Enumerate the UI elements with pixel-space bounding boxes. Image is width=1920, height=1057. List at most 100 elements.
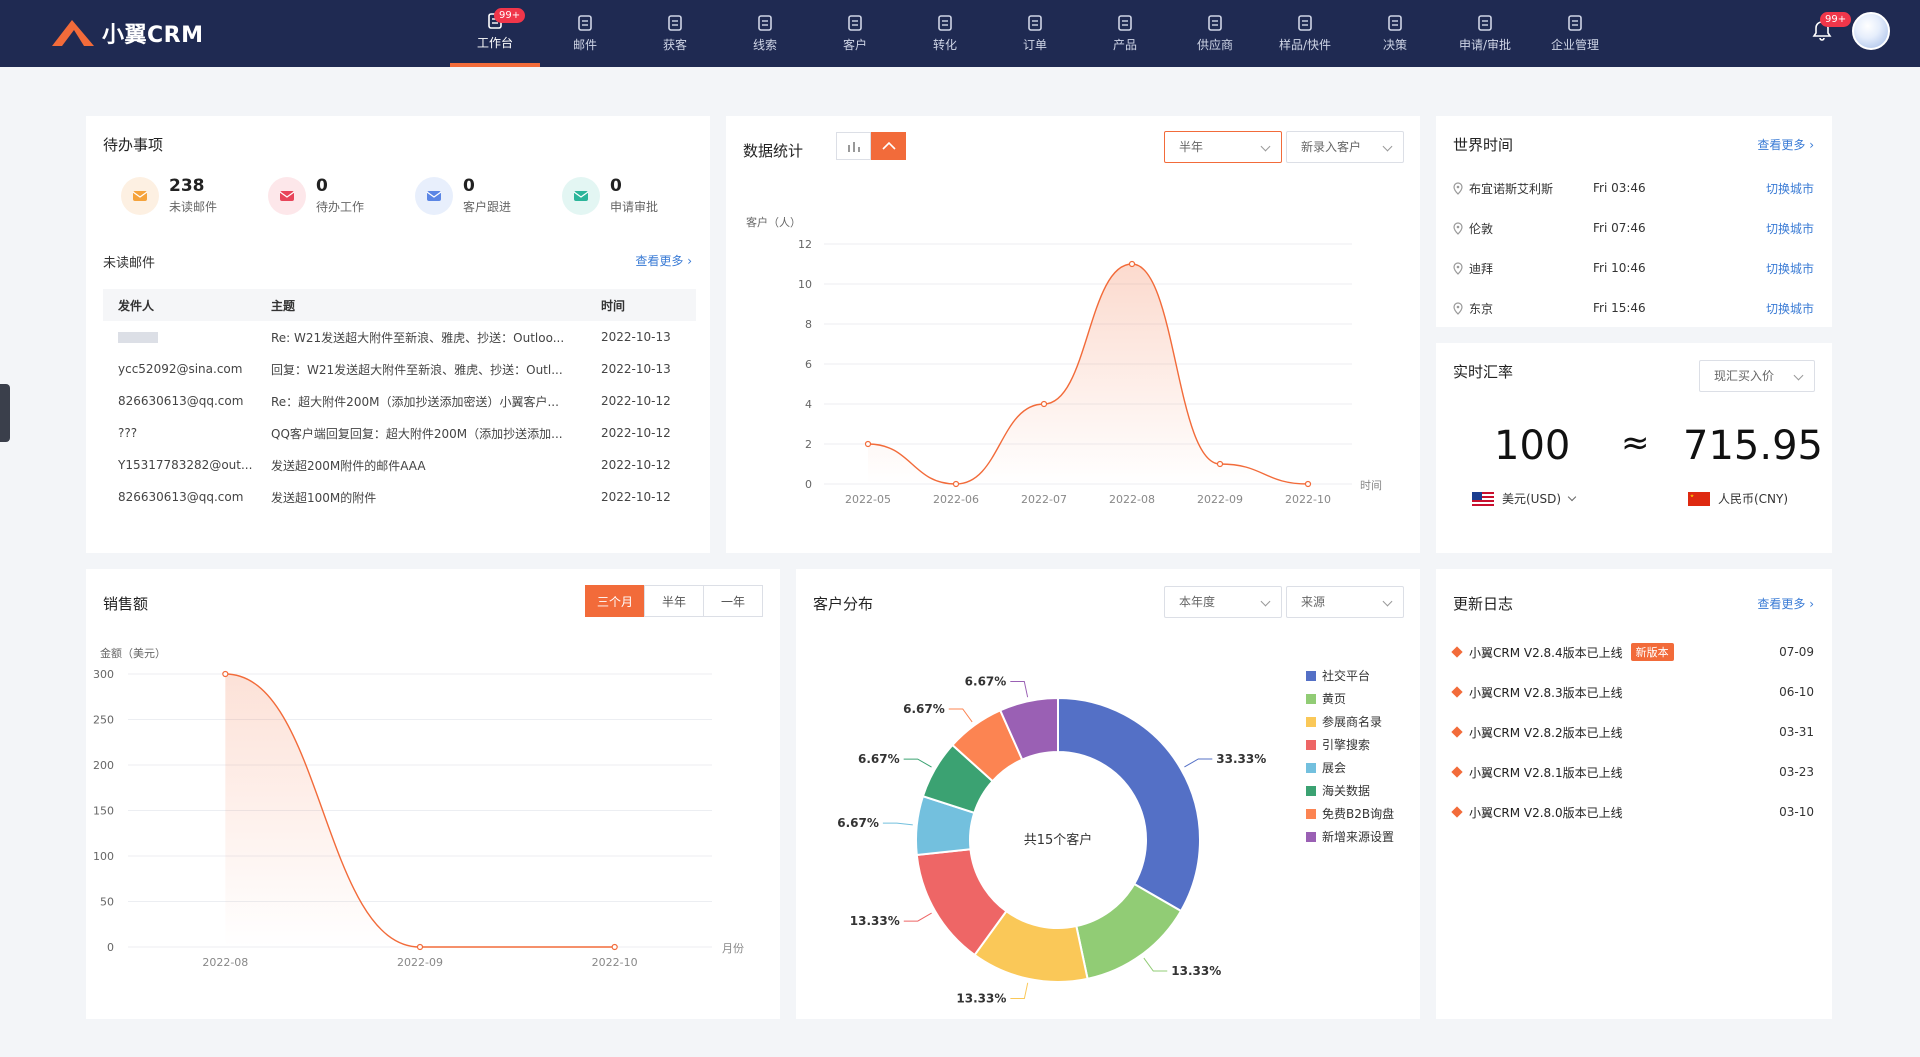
y-axis-label: 客户（人） — [746, 215, 801, 229]
lead-icon — [758, 15, 772, 31]
to-currency-select[interactable]: 人民币(CNY) — [1688, 490, 1788, 507]
donut-slice[interactable] — [1057, 696, 1201, 913]
distribution-dimension-select[interactable]: 来源 — [1286, 586, 1404, 618]
data-point[interactable] — [864, 440, 872, 448]
x-axis-label: 月份 — [722, 942, 744, 955]
mail-row[interactable]: ycc52092@sina.com 回复：W21发送超大附件至新浪、雅虎、抄送：O… — [103, 353, 696, 385]
sales-range-tab[interactable]: 一年 — [703, 585, 763, 617]
nav-item-approval[interactable]: 申请/审批 — [1440, 0, 1530, 67]
data-point[interactable] — [611, 943, 618, 951]
sales-range-tab[interactable]: 半年 — [644, 585, 704, 617]
changelog-row[interactable]: 小翼CRM V2.8.1版本已上线 03-23 — [1451, 762, 1814, 782]
data-point[interactable] — [952, 480, 960, 488]
mail-row[interactable]: Re: W21发送超大附件至新浪、雅虎、抄送：Outloo... 2022-10-… — [103, 321, 696, 353]
logo-text: 小翼CRM — [102, 23, 204, 48]
mail-row[interactable]: 826630613@qq.com Re：超大附件200M（添加抄送添加密送）小翼客… — [103, 385, 696, 417]
nav-item-customer[interactable]: 客户 — [810, 0, 900, 67]
switch-city-link[interactable]: 切换城市 — [1765, 221, 1814, 236]
legend-item[interactable]: 社交平台 — [1306, 667, 1370, 684]
data-point[interactable] — [222, 670, 229, 678]
nav-item-mail[interactable]: 邮件 — [540, 0, 630, 67]
slice-value-label: 13.33% — [1171, 964, 1221, 978]
data-point[interactable] — [1216, 460, 1224, 468]
legend-item[interactable]: 新增来源设置 — [1306, 828, 1394, 845]
notification-bell[interactable]: 99+ — [1812, 12, 1852, 42]
location-pin-icon — [1453, 261, 1463, 275]
nav-item-decision[interactable]: 决策 — [1350, 0, 1440, 67]
customer-distribution-card: 客户分布 本年度 来源 33.33% 13.33% 13.33% 13.33% 6.67… — [796, 569, 1420, 1019]
switch-city-link[interactable]: 切换城市 — [1765, 261, 1814, 276]
city-name: 布宜诺斯艾利斯 — [1469, 181, 1554, 196]
data-point[interactable] — [1128, 260, 1136, 268]
sales-range-tab[interactable]: 三个月 — [585, 585, 645, 617]
changelog-row[interactable]: 小翼CRM V2.8.4版本已上线 新版本 07-09 — [1451, 642, 1814, 662]
changelog-row[interactable]: 小翼CRM V2.8.0版本已上线 03-10 — [1451, 802, 1814, 822]
side-drawer-handle[interactable] — [0, 384, 10, 442]
nav-item-funnel[interactable]: 转化 — [900, 0, 990, 67]
nav-item-dashboard[interactable]: 工作台 99+ — [450, 0, 540, 67]
from-amount[interactable]: 100 — [1494, 423, 1571, 469]
y-tick-label: 4 — [805, 398, 812, 411]
nav-item-acquire[interactable]: 获客 — [630, 0, 720, 67]
world-time-more-link[interactable]: 查看更多 › — [1757, 138, 1814, 152]
mail-row[interactable]: Y15317783282@out... 发送超200M附件的邮件AAA 2022-1… — [103, 449, 696, 481]
line-chart-toggle[interactable] — [871, 132, 906, 160]
cn-flag-icon — [1688, 491, 1710, 506]
nav-item-company[interactable]: 企业管理 — [1530, 0, 1620, 67]
legend-item[interactable]: 引擎搜索 — [1306, 736, 1370, 753]
distribution-period-select[interactable]: 本年度 — [1164, 586, 1282, 618]
line-chart-icon — [881, 141, 896, 150]
legend-item[interactable]: 展会 — [1306, 759, 1346, 776]
stat-label: 申请审批 — [610, 200, 659, 214]
legend-item[interactable]: 黄页 — [1306, 690, 1346, 707]
mail-date: 2022-10-13 — [601, 362, 671, 376]
nav-item-supplier[interactable]: 供应商 — [1170, 0, 1260, 67]
todo-stat-briefcase[interactable]: 0 待办工作 — [268, 176, 364, 215]
x-tick-label: 2022-08 — [1109, 493, 1155, 506]
legend-item[interactable]: 海关数据 — [1306, 782, 1370, 799]
todo-title: 待办事项 — [103, 136, 164, 154]
donut-slice[interactable] — [998, 696, 1059, 761]
switch-city-link[interactable]: 切换城市 — [1765, 181, 1814, 196]
legend-item[interactable]: 参展商名录 — [1306, 713, 1382, 730]
nav-item-product[interactable]: 产品 — [1080, 0, 1170, 67]
user-avatar[interactable] — [1852, 12, 1890, 50]
todo-stat-user-add[interactable]: 0 客户跟进 — [415, 176, 511, 215]
changelog-row[interactable]: 小翼CRM V2.8.3版本已上线 06-10 — [1451, 682, 1814, 702]
stat-label: 未读邮件 — [169, 200, 218, 214]
mail-sender: ??? — [118, 426, 138, 440]
mail-row[interactable]: 826630613@qq.com 发送超100M的附件 2022-10-12 — [103, 481, 696, 513]
unread-mail-more-link[interactable]: 查看更多 › — [635, 254, 692, 268]
switch-city-link[interactable]: 切换城市 — [1765, 301, 1814, 316]
stats-metric-select[interactable]: 新录入客户 — [1286, 131, 1404, 163]
data-stats-card: 数据统计 半年 新录入客户 客户（人） 0 2 4 6 8 10 12 2022-05 2022-… — [726, 116, 1420, 553]
city-time: Fri 03:46 — [1593, 181, 1646, 195]
bar-chart-toggle[interactable] — [836, 132, 871, 160]
rate-type-select[interactable]: 现汇买入价 — [1699, 360, 1815, 392]
city-time: Fri 07:46 — [1593, 221, 1646, 235]
todo-stat-envelope[interactable]: 238 未读邮件 — [121, 176, 217, 215]
data-point[interactable] — [416, 943, 424, 951]
app-logo[interactable]: 小翼CRM — [50, 14, 203, 52]
from-currency-select[interactable]: 美元(USD) — [1472, 490, 1577, 507]
y-tick-label: 100 — [93, 850, 114, 863]
location-pin-icon — [1453, 301, 1463, 315]
world-time-card: 世界时间 查看更多 › 布宜诺斯艾利斯 Fri 03:46 切换城市 伦敦 Fri 07… — [1436, 116, 1832, 327]
mail-row[interactable]: ??? QQ客户端回复回复：超大附件200M（添加抄送添加... 2022-10-1… — [103, 417, 696, 449]
changelog-row[interactable]: 小翼CRM V2.8.2版本已上线 03-31 — [1451, 722, 1814, 742]
legend-swatch — [1306, 693, 1316, 704]
todo-stat-doc-check[interactable]: 0 申请审批 — [562, 176, 658, 215]
nav-item-lead[interactable]: 线索 — [720, 0, 810, 67]
nav-item-sample[interactable]: 样品/快件 — [1260, 0, 1350, 67]
supplier-icon — [1208, 15, 1222, 31]
mail-date: 2022-10-12 — [601, 458, 671, 472]
changelog-more-link[interactable]: 查看更多 › — [1757, 597, 1814, 611]
nav-label: 客户 — [842, 38, 867, 52]
stats-period-select[interactable]: 半年 — [1164, 131, 1282, 163]
legend-item[interactable]: 免费B2B询盘 — [1306, 805, 1394, 822]
nav-item-order[interactable]: 订单 — [990, 0, 1080, 67]
exchange-rate-card: 实时汇率 现汇买入价 100 ≈ 715.95 美元(USD) 人民币(CNY) — [1436, 343, 1832, 553]
data-point[interactable] — [1304, 480, 1312, 488]
nav-badge: 99+ — [494, 8, 526, 23]
data-point[interactable] — [1040, 400, 1048, 408]
